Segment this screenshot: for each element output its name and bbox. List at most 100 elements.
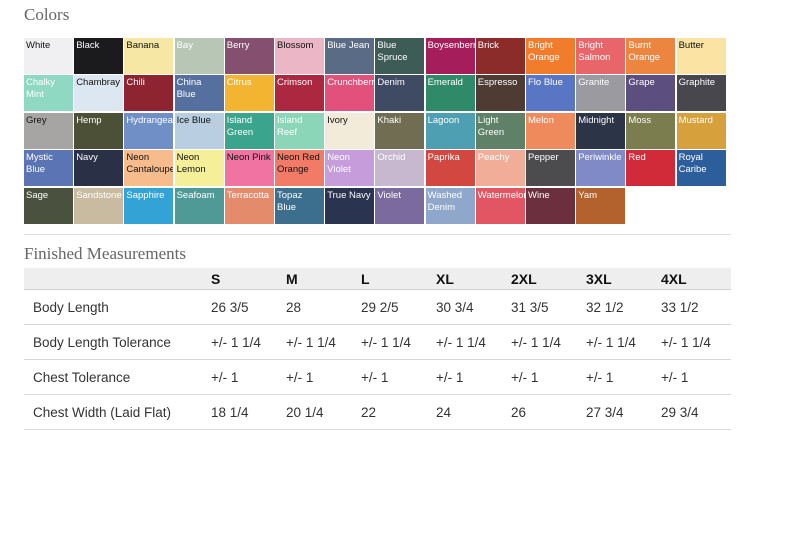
color-swatch[interactable]: Crimson	[275, 75, 324, 112]
color-swatch[interactable]: Wine	[526, 187, 575, 224]
color-swatch[interactable]: Orchid	[375, 150, 425, 187]
color-swatch[interactable]: Island Green	[224, 112, 274, 149]
color-swatch[interactable]: Melon	[526, 112, 575, 149]
color-swatch[interactable]: Terracotta	[224, 187, 274, 224]
color-swatch[interactable]: Burnt Orange	[626, 38, 676, 74]
color-swatch[interactable]: Violet	[375, 187, 425, 224]
color-swatch[interactable]: Berry	[224, 38, 274, 74]
color-swatch[interactable]: Yam	[576, 187, 626, 224]
color-swatch[interactable]: Pepper	[526, 150, 575, 187]
color-swatch[interactable]: Citrus	[224, 75, 274, 112]
color-swatch[interactable]: Grape	[626, 75, 676, 112]
color-swatch[interactable]: Topaz Blue	[275, 187, 324, 224]
color-swatch[interactable]: Khaki	[375, 112, 425, 149]
color-swatch[interactable]: Brick	[475, 38, 525, 74]
color-swatch[interactable]: Black	[74, 38, 124, 74]
color-swatch[interactable]: Boysenberry	[425, 38, 475, 74]
color-swatch[interactable]: Chili	[124, 75, 174, 112]
color-swatch[interactable]: Neon Cantaloupe	[124, 150, 174, 187]
color-swatch[interactable]: Ivory	[325, 112, 375, 149]
measurement-value: 30 3/4	[431, 289, 506, 325]
color-swatch[interactable]: Graphite	[676, 75, 726, 112]
color-swatch[interactable]: Midnight	[576, 112, 626, 149]
color-swatch[interactable]: Bay	[174, 38, 224, 74]
table-row: Body Length Tolerance +/- 1 1/4 +/- 1 1/4 +…	[24, 324, 731, 360]
measurement-value: 18 1/4	[206, 394, 281, 430]
size-header: M	[281, 268, 356, 290]
color-swatch[interactable]: Neon Violet	[325, 150, 375, 187]
color-swatch[interactable]: Peachy	[475, 150, 525, 187]
color-swatch[interactable]: Periwinkle	[576, 150, 626, 187]
color-swatch[interactable]: Mystic Blue	[24, 150, 73, 187]
color-swatch[interactable]: Lagoon	[425, 112, 475, 149]
color-swatch[interactable]: Watermelon	[475, 187, 525, 224]
measurement-value: +/- 1	[581, 359, 656, 395]
color-swatch[interactable]: Hydrangea	[124, 112, 174, 149]
measurement-value: 26	[506, 394, 581, 430]
measurement-value: 32 1/2	[581, 289, 656, 325]
table-row: Chest Width (Laid Flat) 18 1/4 20 1/4 22 24 2…	[24, 394, 731, 430]
row-label: Chest Width (Laid Flat)	[24, 394, 206, 430]
measurement-value: +/- 1 1/4	[206, 324, 281, 360]
size-header: S	[206, 268, 281, 290]
color-swatch[interactable]: Chambray	[74, 75, 124, 112]
header-blank-cell	[24, 268, 206, 290]
color-swatch[interactable]: Neon Pink	[224, 150, 274, 187]
table-row: Chest Tolerance +/- 1 +/- 1 +/- 1 +/- 1 +/- 1…	[24, 359, 731, 395]
color-swatch[interactable]: Butter	[676, 38, 726, 74]
color-swatch[interactable]: Island Reef	[275, 112, 324, 149]
measurement-value: 24	[431, 394, 506, 430]
color-swatch[interactable]: Blue Jean	[325, 38, 375, 74]
measurement-value: +/- 1	[356, 359, 431, 395]
color-swatch[interactable]: Sandstone	[74, 187, 124, 224]
color-swatch[interactable]: Grey	[24, 112, 73, 149]
color-swatch[interactable]: Moss	[626, 112, 676, 149]
color-swatch[interactable]: Mustard	[676, 112, 726, 149]
color-swatch[interactable]: Light Green	[475, 112, 525, 149]
color-swatch[interactable]: Sapphire	[124, 187, 174, 224]
color-swatch[interactable]: Emerald	[425, 75, 475, 112]
color-swatch[interactable]: Denim	[375, 75, 425, 112]
measurement-value: +/- 1	[506, 359, 581, 395]
table-row: Body Length 26 3/5 28 29 2/5 30 3/4 31 3/5 32 …	[24, 289, 731, 325]
color-swatch[interactable]: Seafoam	[174, 187, 224, 224]
measurement-value: 20 1/4	[281, 394, 356, 430]
color-swatch[interactable]: Neon Lemon	[174, 150, 224, 187]
measurement-value: 31 3/5	[506, 289, 581, 325]
color-swatch[interactable]: True Navy	[325, 187, 375, 224]
measurements-body: Body Length 26 3/5 28 29 2/5 30 3/4 31 3/5 32 …	[24, 289, 731, 430]
color-swatch[interactable]: Bright Salmon	[576, 38, 626, 74]
color-swatch[interactable]: Granite	[576, 75, 626, 112]
color-swatch[interactable]: Royal Caribe	[676, 150, 726, 187]
color-swatch[interactable]: China Blue	[174, 75, 224, 112]
color-swatch[interactable]: Hemp	[74, 112, 124, 149]
color-swatch[interactable]: Sage	[24, 187, 73, 224]
color-swatch[interactable]: Crunchberry	[325, 75, 375, 112]
measurement-value: 29 3/4	[656, 394, 731, 430]
color-swatch[interactable]: Flo Blue	[526, 75, 575, 112]
color-swatch[interactable]: Blossom	[275, 38, 324, 74]
color-swatch[interactable]: White	[24, 38, 73, 74]
size-header: XL	[431, 268, 506, 290]
measurement-value: 28	[281, 289, 356, 325]
measurement-value: +/- 1 1/4	[506, 324, 581, 360]
measurement-value: +/- 1	[206, 359, 281, 395]
measurement-value: 22	[356, 394, 431, 430]
measurement-value: +/- 1	[281, 359, 356, 395]
color-swatch[interactable]: Neon Red Orange	[275, 150, 324, 187]
color-swatch[interactable]: Blue Spruce	[375, 38, 425, 74]
measurement-value: 27 3/4	[581, 394, 656, 430]
color-swatch[interactable]: Banana	[124, 38, 174, 74]
color-swatch[interactable]: Washed Denim	[425, 187, 475, 224]
color-swatch[interactable]: Bright Orange	[526, 38, 575, 74]
color-swatch[interactable]: Red	[626, 150, 676, 187]
size-header: 4XL	[656, 268, 731, 290]
measurement-value: +/- 1 1/4	[656, 324, 731, 360]
color-swatch[interactable]: Navy	[74, 150, 124, 187]
color-swatch[interactable]: Chalky Mint	[24, 75, 73, 112]
color-swatch[interactable]: Espresso	[475, 75, 525, 112]
row-label: Body Length	[24, 289, 206, 325]
measurement-value: 33 1/2	[656, 289, 731, 325]
color-swatch[interactable]: Paprika	[425, 150, 475, 187]
color-swatch[interactable]: Ice Blue	[174, 112, 224, 149]
